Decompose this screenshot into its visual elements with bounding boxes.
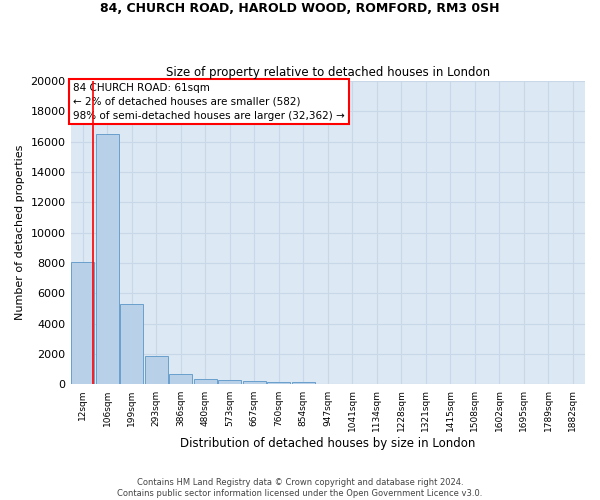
Bar <box>96 134 119 384</box>
Bar <box>218 380 241 384</box>
Bar <box>243 381 266 384</box>
Bar <box>292 382 314 384</box>
Bar <box>194 379 217 384</box>
Bar <box>169 374 192 384</box>
Bar <box>268 382 290 384</box>
X-axis label: Distribution of detached houses by size in London: Distribution of detached houses by size … <box>180 437 475 450</box>
Text: 84, CHURCH ROAD, HAROLD WOOD, ROMFORD, RM3 0SH: 84, CHURCH ROAD, HAROLD WOOD, ROMFORD, R… <box>100 2 500 16</box>
Text: 84 CHURCH ROAD: 61sqm
← 2% of detached houses are smaller (582)
98% of semi-deta: 84 CHURCH ROAD: 61sqm ← 2% of detached h… <box>73 82 345 120</box>
Bar <box>121 304 143 384</box>
Bar <box>71 262 94 384</box>
Title: Size of property relative to detached houses in London: Size of property relative to detached ho… <box>166 66 490 78</box>
Text: Contains HM Land Registry data © Crown copyright and database right 2024.
Contai: Contains HM Land Registry data © Crown c… <box>118 478 482 498</box>
Y-axis label: Number of detached properties: Number of detached properties <box>15 145 25 320</box>
Bar <box>145 356 167 384</box>
